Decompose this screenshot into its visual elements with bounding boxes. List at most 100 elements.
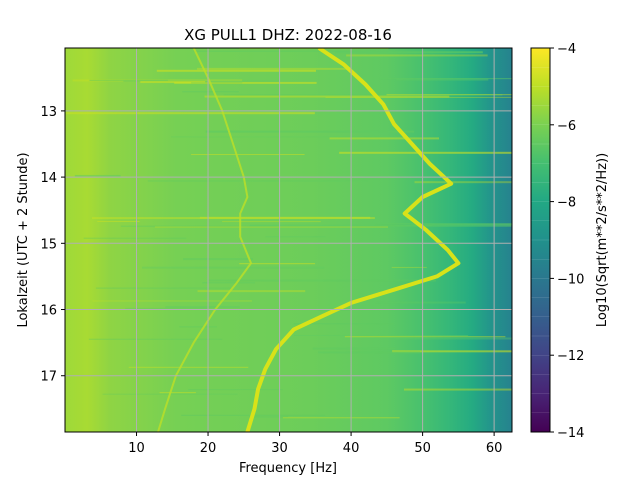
x-tick-label: 10 — [128, 441, 145, 456]
spectrogram-background — [65, 48, 512, 432]
streak — [95, 287, 231, 289]
colorbar-tick-label: −6 — [557, 119, 576, 134]
colorbar-gradient — [531, 48, 550, 432]
colorbar-frame — [530, 47, 551, 433]
signal-tracks — [157, 48, 461, 432]
x-tick-label: 50 — [414, 441, 431, 456]
streak — [182, 91, 239, 93]
streak — [196, 67, 349, 70]
plot-frame — [64, 47, 513, 433]
streak — [312, 347, 396, 350]
streak — [156, 69, 316, 72]
streak — [396, 78, 489, 81]
streak — [199, 216, 371, 219]
streak — [410, 224, 512, 226]
faint-track — [157, 48, 252, 432]
streak — [89, 79, 168, 81]
streak — [66, 112, 315, 115]
streak — [403, 388, 512, 391]
colorbar-bands — [531, 67, 550, 413]
streak — [142, 266, 325, 269]
streak — [318, 351, 420, 354]
streak — [282, 417, 400, 419]
streak — [293, 334, 469, 336]
streak — [223, 94, 503, 96]
chart-title: XG PULL1 DHZ: 2022-08-16 — [184, 26, 392, 44]
streak — [344, 336, 506, 338]
streak — [147, 180, 369, 182]
streak — [202, 282, 256, 284]
streak — [392, 350, 512, 353]
streak — [208, 279, 436, 282]
streak — [193, 50, 376, 52]
streak — [239, 263, 316, 265]
colorbar: −14 −12 −10 −8 −6 −4 Log10(Sqrt(m**2/s**2/Hz)… — [530, 42, 610, 441]
colorbar-tick-label: −14 — [557, 426, 584, 441]
streak — [205, 130, 415, 133]
colorbar-ticks: −14 −12 −10 −8 −6 −4 — [550, 42, 584, 441]
streak — [335, 51, 483, 54]
streak — [339, 151, 512, 154]
streak — [125, 307, 208, 310]
streak — [191, 82, 243, 84]
streak — [183, 258, 254, 261]
streak — [239, 48, 389, 50]
colorbar-tick-label: −12 — [557, 349, 584, 364]
streak — [395, 337, 512, 340]
streak — [293, 323, 394, 325]
x-tick-label: 30 — [271, 441, 288, 456]
streak — [248, 416, 289, 418]
colorbar-tick-label: −8 — [557, 196, 576, 211]
streak — [154, 226, 389, 228]
streak — [197, 290, 306, 293]
y-axis-ticks: 13 14 15 16 17 — [40, 105, 65, 385]
streak — [91, 217, 375, 220]
colorbar-tick-label: −10 — [557, 272, 584, 287]
streak — [88, 338, 223, 340]
streak — [346, 54, 488, 57]
streak — [159, 392, 196, 394]
y-tick-label: 16 — [40, 304, 57, 319]
y-tick-label: 13 — [40, 105, 57, 120]
x-axis-label: Frequency [Hz] — [239, 461, 337, 476]
colorbar-tick-label: −4 — [557, 42, 576, 57]
grid-lines — [65, 48, 512, 432]
x-tick-label: 60 — [486, 441, 503, 456]
streak — [414, 181, 512, 184]
streak — [140, 81, 206, 84]
bright-track — [245, 48, 461, 432]
y-tick-label: 17 — [40, 370, 57, 385]
y-tick-label: 14 — [40, 171, 57, 186]
streak — [386, 94, 512, 96]
streak — [188, 389, 283, 391]
streak — [179, 326, 217, 328]
streak — [83, 237, 187, 239]
y-axis-label: Lokalzeit (UTC + 2 Stunde) — [16, 152, 31, 327]
streak — [249, 224, 512, 227]
horizontal-streaks — [66, 48, 512, 419]
streak — [376, 223, 512, 225]
streak — [120, 225, 277, 227]
colorbar-label: Log10(Sqrt(m**2/s**2/Hz)) — [595, 153, 610, 327]
streak — [174, 81, 317, 84]
y-tick-label: 15 — [40, 237, 57, 252]
x-axis-ticks: 10 20 30 40 50 60 — [128, 432, 502, 456]
streak — [374, 224, 433, 226]
x-tick-label: 20 — [200, 441, 217, 456]
streak — [222, 221, 321, 223]
streak — [375, 301, 466, 304]
streak — [379, 78, 512, 80]
streak — [391, 266, 427, 268]
streak — [329, 137, 440, 140]
streak — [204, 95, 450, 98]
streak — [165, 305, 240, 308]
streak — [74, 174, 121, 177]
streak — [128, 366, 249, 368]
streak — [191, 154, 305, 156]
plot-area — [65, 48, 512, 432]
streak — [92, 300, 253, 302]
x-tick-label: 40 — [343, 441, 360, 456]
streak — [170, 136, 407, 138]
streak — [97, 220, 140, 222]
